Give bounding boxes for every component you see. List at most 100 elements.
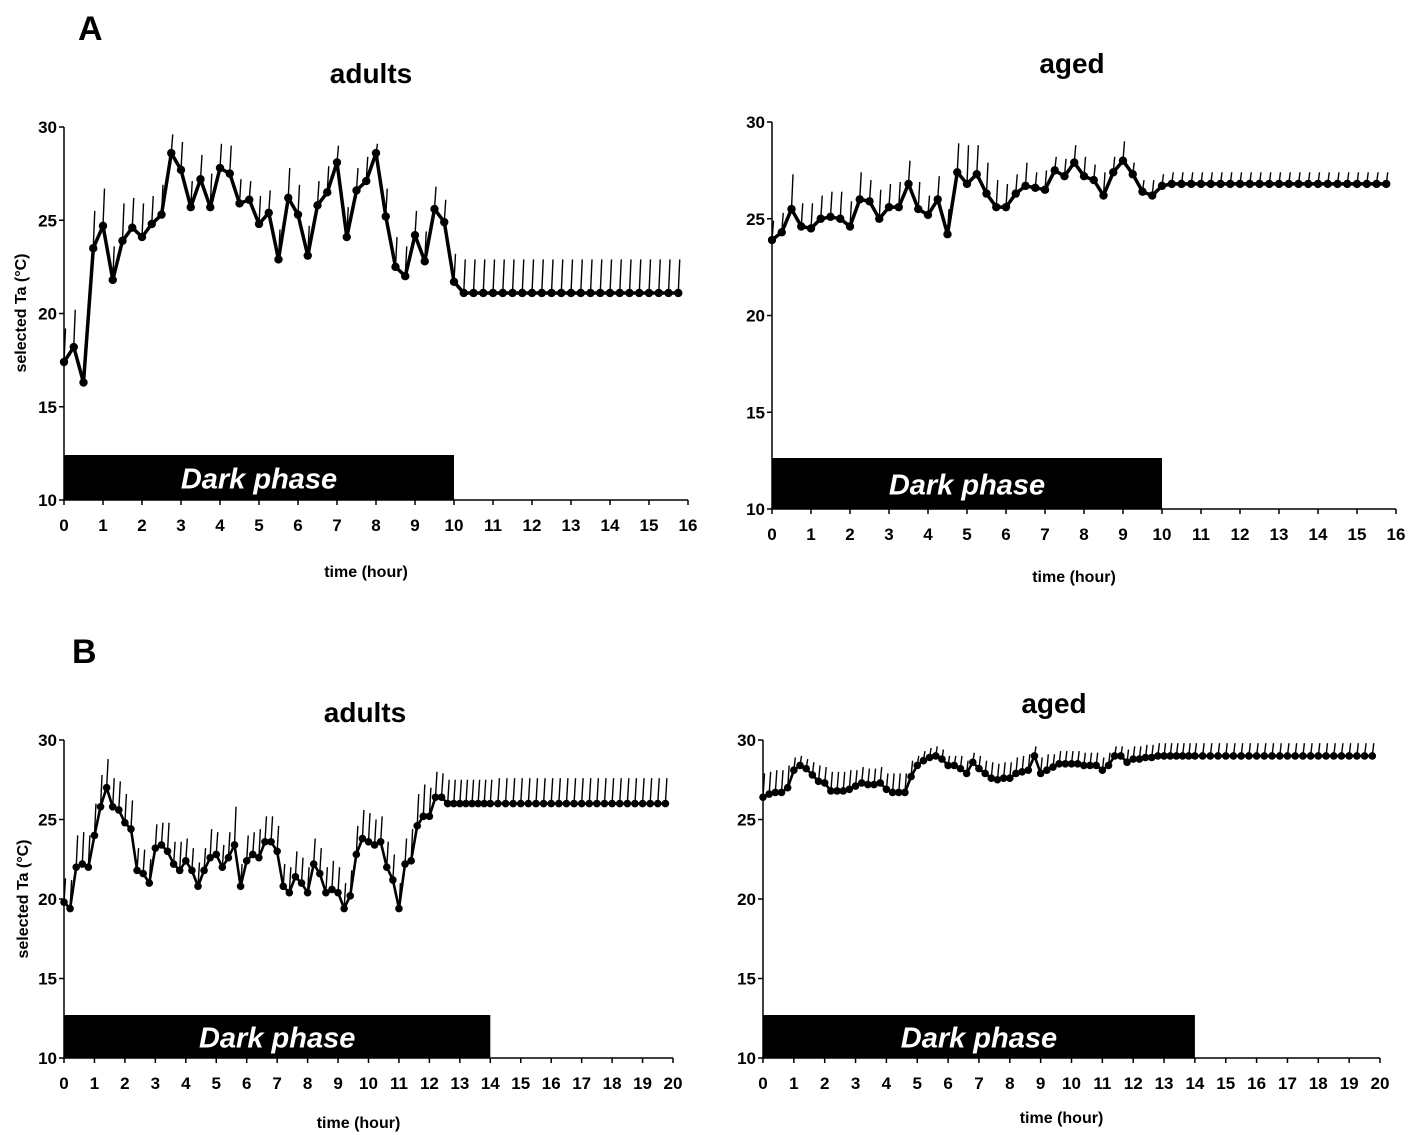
- a-adults-data-point: [254, 219, 264, 229]
- b-aged-x-tick-label: 20: [1371, 1074, 1390, 1093]
- b-aged-data-point: [1018, 768, 1026, 776]
- a-adults-x-tick-label: 1: [98, 516, 107, 535]
- b-aged-data-point: [1154, 752, 1162, 760]
- a-adults-error-bar: [541, 259, 544, 294]
- a-adults-error-bar: [102, 188, 106, 226]
- a-aged-data-point: [865, 197, 874, 206]
- b-aged-data-point: [1322, 752, 1330, 760]
- a-adults-error-bar: [151, 195, 154, 225]
- b-aged-data-point: [956, 764, 965, 773]
- a-adults-error-bar: [287, 167, 291, 198]
- b-aged-x-tick-label: 10: [1062, 1074, 1081, 1093]
- b-adults-data-point: [96, 802, 105, 811]
- a-aged-data-point: [767, 235, 777, 245]
- b-adults-data-point: [468, 799, 476, 808]
- b-adults-data-point: [413, 822, 422, 830]
- a-adults-error-bar: [521, 259, 525, 294]
- b-aged-x-tick-label: 18: [1309, 1074, 1328, 1093]
- b-aged-data-point: [1036, 769, 1045, 778]
- b-adults-error-bar: [118, 781, 122, 810]
- b-adults-data-point: [261, 837, 269, 846]
- a-adults-data-point: [401, 272, 410, 281]
- b-aged-data-point: [864, 780, 872, 789]
- a-adults-data-point: [352, 186, 361, 195]
- b-aged-data-point: [783, 783, 792, 792]
- b-aged-data-point: [1329, 752, 1338, 760]
- b-adults-error-bar: [63, 878, 67, 903]
- a-adults-data-point: [508, 288, 517, 298]
- a-adults-error-bar: [628, 259, 632, 294]
- b-adults-error-bar: [565, 778, 569, 804]
- b-adults-data-point: [524, 799, 533, 808]
- b-aged-data-point: [999, 774, 1008, 782]
- a-aged-x-tick-label: 7: [1040, 525, 1049, 544]
- b-adults-dark-phase-label: Dark phase: [199, 1023, 355, 1055]
- b-aged-data-point: [1030, 752, 1039, 760]
- b-adults-error-bar: [246, 835, 249, 861]
- a-adults-data-point: [128, 223, 137, 232]
- b-adults-data-point: [224, 853, 233, 862]
- a-adults-error-bar: [73, 309, 76, 348]
- b-aged-data-point: [1049, 763, 1057, 771]
- b-adults-error-bar: [294, 851, 298, 877]
- a-adults-data-point: [410, 230, 420, 240]
- b-adults-error-bar: [112, 778, 115, 807]
- b-aged-dark-phase-bar: [763, 1015, 1195, 1058]
- b-adults-x-tick-label: 18: [603, 1074, 622, 1093]
- a-aged-data-point: [1245, 179, 1254, 189]
- b-aged-data-point: [1104, 761, 1113, 770]
- b-adults-error-bar: [105, 759, 109, 788]
- a-adults-dark-phase-label: Dark phase: [181, 464, 337, 496]
- a-adults-y-tick-label: 10: [38, 491, 57, 510]
- a-adults-data-point: [459, 288, 468, 298]
- a-aged-data-point: [1313, 179, 1323, 189]
- a-aged-data-point: [1138, 187, 1147, 196]
- b-adults-data-point: [206, 853, 214, 862]
- b-adults-data-point: [352, 850, 361, 859]
- b-aged-x-axis-label: time (hour): [1020, 1110, 1104, 1127]
- b-aged-data-point: [882, 785, 891, 794]
- b-aged-x-tick-label: 9: [1036, 1074, 1045, 1093]
- b-adults-error-bar: [422, 784, 426, 817]
- b-adults-x-tick-label: 17: [572, 1074, 591, 1093]
- b-aged-data-point: [1080, 761, 1088, 770]
- b-aged-data-point: [1198, 752, 1207, 760]
- b-adults-data-point: [389, 876, 397, 884]
- b-aged-data-point: [1073, 760, 1082, 768]
- a-aged-x-tick-label: 12: [1231, 525, 1250, 544]
- a-adults-data-point: [625, 288, 634, 298]
- b-adults-x-tick-label: 19: [633, 1074, 652, 1093]
- a-aged-data-point: [787, 204, 796, 214]
- b-adults-error-bar: [264, 816, 268, 842]
- b-aged-data-point: [1110, 752, 1119, 760]
- b-adults-data-point: [638, 799, 647, 808]
- a-adults-data-point: [566, 288, 576, 298]
- b-adults-data-point: [401, 860, 409, 868]
- b-adults-data-point: [279, 882, 288, 891]
- a-aged-data-point: [1235, 179, 1245, 189]
- a-aged-x-tick-label: 4: [923, 525, 933, 544]
- b-adults-data-point: [608, 799, 616, 808]
- b-adults-data-point: [653, 799, 662, 808]
- a-aged-x-tick-label: 9: [1118, 525, 1127, 544]
- a-adults-error-bar: [550, 259, 554, 294]
- a-adults-data-point: [332, 158, 342, 167]
- b-aged-x-tick-label: 6: [943, 1074, 952, 1093]
- b-aged-error-bar: [762, 773, 766, 798]
- a-adults-error-bar: [619, 259, 622, 294]
- b-aged-data-point: [1006, 774, 1014, 782]
- b-adults-error-bar: [312, 838, 316, 865]
- b-aged-x-tick-label: 11: [1093, 1074, 1111, 1093]
- a-aged-dark-phase-bar: [772, 458, 1162, 509]
- a-aged-data-point: [1177, 179, 1186, 189]
- a-adults-y-axis-label: selected Ta (°C): [13, 253, 30, 372]
- b-adults-data-point: [516, 799, 525, 808]
- a-aged-data-point: [933, 195, 942, 204]
- b-adults-data-point: [188, 866, 196, 875]
- b-adults-data-point: [661, 799, 670, 808]
- b-adults-data-point: [322, 888, 330, 897]
- b-adults-error-bar: [459, 779, 463, 804]
- b-aged-data-point: [1129, 755, 1137, 763]
- a-aged-data-point: [797, 222, 806, 231]
- a-aged-data-point: [777, 228, 786, 237]
